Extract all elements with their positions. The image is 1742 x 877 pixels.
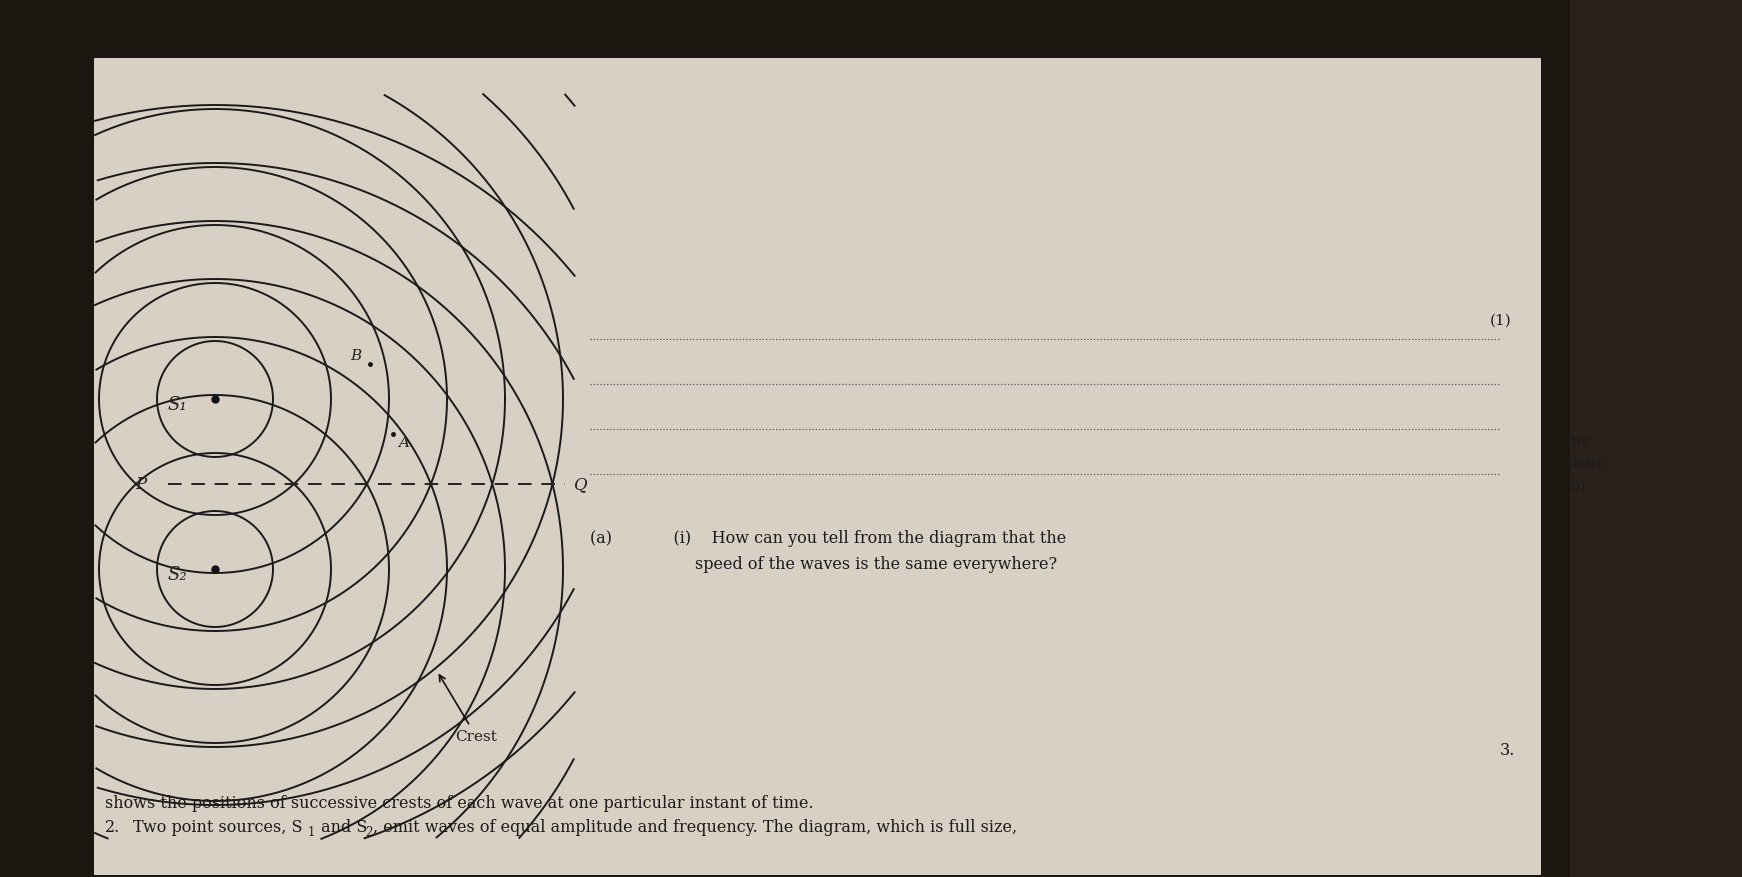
- Text: struc: struc: [1564, 457, 1604, 470]
- Text: 1: 1: [308, 825, 315, 838]
- Text: 3.: 3.: [1500, 741, 1516, 758]
- Text: A: A: [397, 436, 409, 450]
- Text: and S: and S: [315, 818, 368, 835]
- Polygon shape: [1570, 0, 1742, 877]
- Text: Two point sources, S: Two point sources, S: [132, 818, 303, 835]
- Text: , emit waves of equal amplitude and frequency. The diagram, which is full size,: , emit waves of equal amplitude and freq…: [373, 818, 1017, 835]
- Text: 2: 2: [366, 825, 373, 838]
- Text: ray: ray: [1564, 434, 1590, 448]
- Text: shows the positions of successive crests of each wave at one particular instant : shows the positions of successive crests…: [105, 794, 814, 811]
- Text: P: P: [134, 476, 146, 493]
- Text: (1): (1): [1489, 314, 1512, 328]
- FancyBboxPatch shape: [94, 59, 1542, 875]
- Text: speed of the waves is the same everywhere?: speed of the waves is the same everywher…: [695, 555, 1057, 573]
- Text: (a)            (i)    How can you tell from the diagram that the: (a) (i) How can you tell from the diagra…: [591, 530, 1066, 546]
- Text: 2.: 2.: [105, 818, 120, 835]
- Text: Q: Q: [575, 476, 587, 493]
- Text: B: B: [350, 348, 361, 362]
- Text: S₁: S₁: [167, 396, 186, 414]
- Polygon shape: [0, 0, 131, 877]
- Text: (b): (b): [1564, 479, 1587, 493]
- Text: S₂: S₂: [167, 566, 186, 583]
- Text: Crest: Crest: [439, 675, 496, 743]
